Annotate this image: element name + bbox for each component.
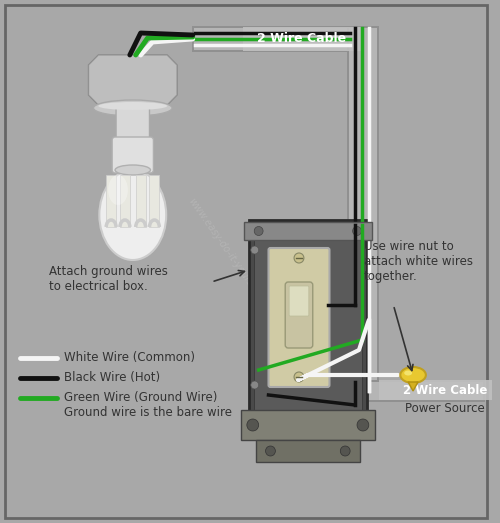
- Bar: [241, 410, 374, 440]
- Ellipse shape: [98, 102, 167, 110]
- Ellipse shape: [404, 370, 412, 376]
- Text: Green Wire (Ground Wire): Green Wire (Ground Wire): [64, 392, 218, 404]
- Text: 2 Wire Cable: 2 Wire Cable: [258, 32, 346, 46]
- Circle shape: [251, 381, 258, 389]
- FancyBboxPatch shape: [116, 106, 150, 145]
- Ellipse shape: [115, 165, 150, 175]
- Text: Black Wire (Hot): Black Wire (Hot): [64, 371, 160, 384]
- Bar: [378, 380, 500, 400]
- Bar: [349, 382, 483, 400]
- Bar: [347, 380, 485, 402]
- Circle shape: [294, 372, 304, 382]
- Bar: [254, 225, 362, 410]
- Circle shape: [254, 226, 263, 235]
- Text: Power Source: Power Source: [405, 402, 485, 415]
- Polygon shape: [88, 55, 177, 105]
- Polygon shape: [408, 382, 418, 391]
- Text: White Wire (Common): White Wire (Common): [64, 351, 195, 365]
- Circle shape: [352, 226, 362, 235]
- Ellipse shape: [100, 170, 166, 260]
- FancyBboxPatch shape: [112, 137, 154, 173]
- Ellipse shape: [94, 100, 172, 116]
- Ellipse shape: [400, 367, 426, 383]
- Text: Use wire nut to
attach white wires
together.: Use wire nut to attach white wires toget…: [364, 240, 473, 283]
- Bar: [243, 27, 361, 51]
- Text: www.easy-do-it-yourself-home-improvements.com: www.easy-do-it-yourself-home-improvement…: [186, 196, 336, 404]
- Bar: [106, 175, 116, 227]
- Circle shape: [294, 253, 304, 263]
- Bar: [136, 175, 145, 227]
- Circle shape: [357, 419, 369, 431]
- Bar: [150, 175, 160, 227]
- Text: 2 Wire Cable: 2 Wire Cable: [403, 383, 487, 396]
- Bar: [256, 440, 360, 462]
- Text: Attach ground wires
to electrical box.: Attach ground wires to electrical box.: [49, 265, 168, 293]
- FancyBboxPatch shape: [289, 286, 309, 316]
- Bar: [347, 26, 378, 398]
- Bar: [244, 222, 372, 240]
- Text: Ground wire is the bare wire: Ground wire is the bare wire: [64, 406, 232, 419]
- FancyBboxPatch shape: [285, 282, 313, 348]
- FancyBboxPatch shape: [268, 248, 330, 387]
- Circle shape: [251, 246, 258, 254]
- Bar: [120, 175, 130, 227]
- Circle shape: [340, 446, 350, 456]
- Bar: [349, 28, 376, 398]
- Ellipse shape: [108, 175, 128, 205]
- Bar: [194, 28, 372, 50]
- Bar: [249, 220, 367, 415]
- Polygon shape: [88, 55, 177, 105]
- Circle shape: [247, 419, 258, 431]
- Bar: [192, 26, 374, 52]
- Circle shape: [266, 446, 276, 456]
